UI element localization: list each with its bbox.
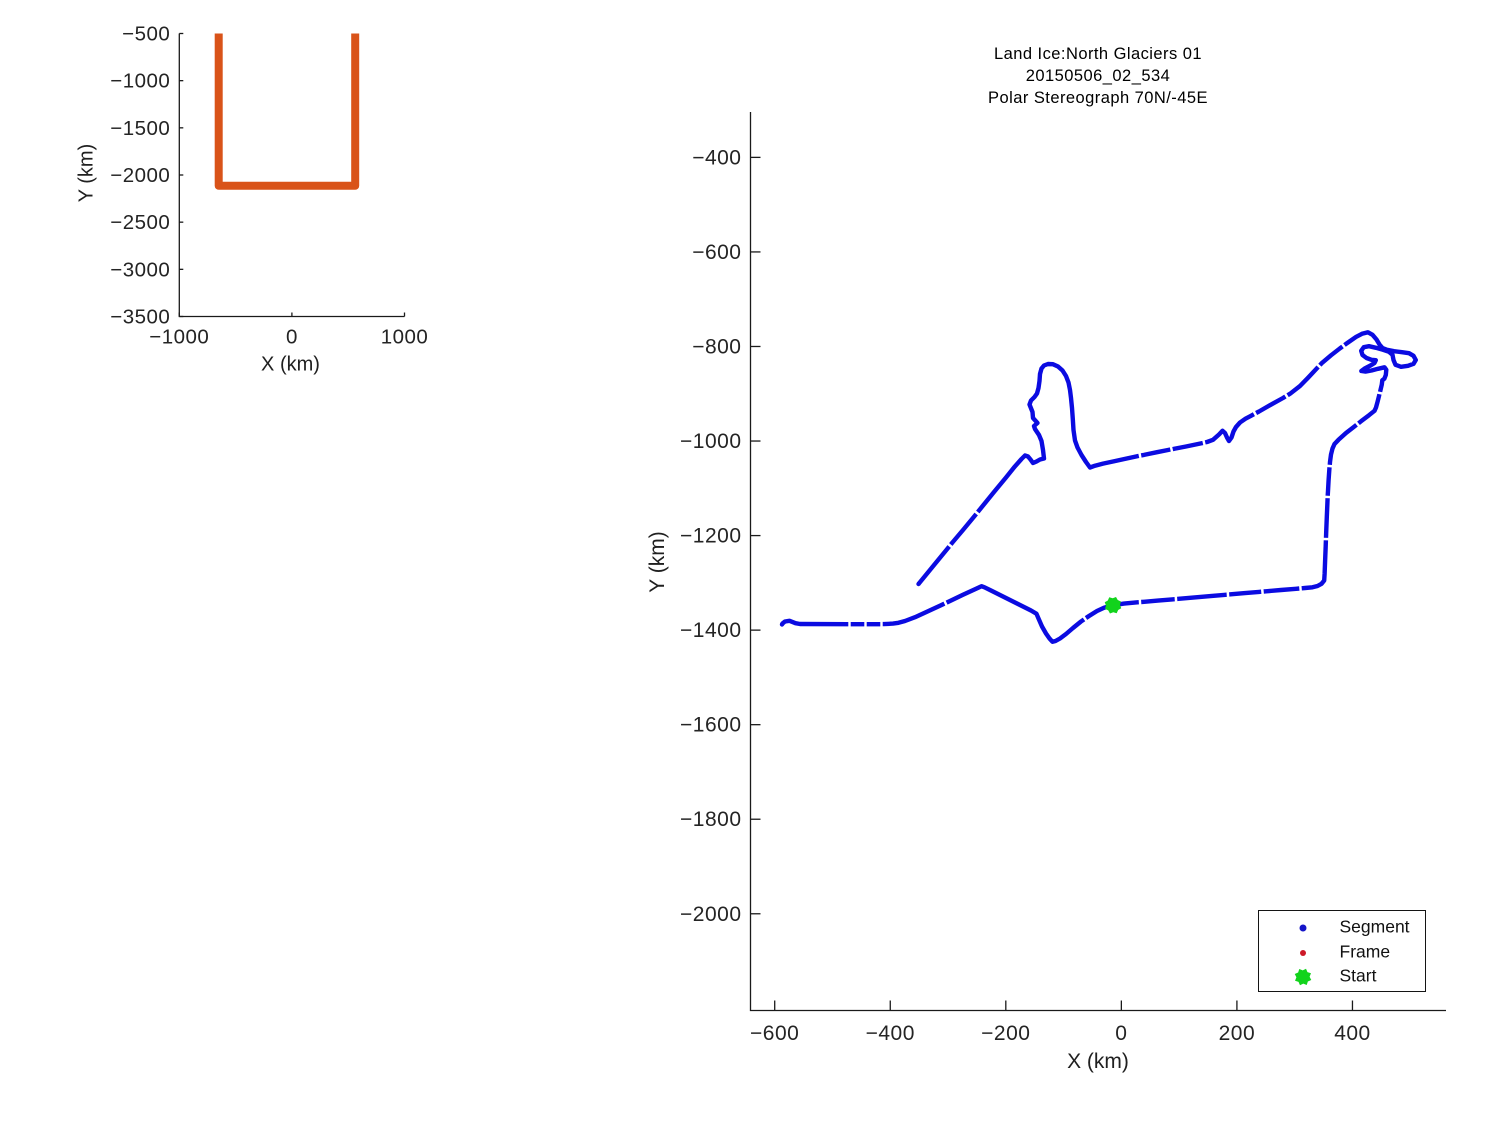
legend-label-segment: Segment <box>1339 916 1410 937</box>
overview-xlabel: X (km) <box>261 353 320 376</box>
overview-x-tick-label: 0 <box>286 326 298 349</box>
overview-y-tick-label: −2000 <box>110 164 170 187</box>
overview-y-tick-label: −3500 <box>110 306 170 329</box>
track-x-tick-label: 200 <box>1219 1022 1256 1045</box>
track-y-tick-label: −1200 <box>680 525 741 548</box>
track-segment-track <box>1204 412 1255 445</box>
track-segment-track <box>949 512 978 546</box>
overview-y-tick-label: −3000 <box>110 258 170 281</box>
overview-plot: −1000 0 1000 −500 −1000 −1500 −2000 −2500 −3000 −… <box>110 23 428 349</box>
track-segment-track <box>1325 467 1332 496</box>
overview-y-tick-label: −1000 <box>110 70 170 93</box>
track-track-endpoint <box>779 622 785 627</box>
legend-label-start: Start <box>1339 965 1377 986</box>
segment-dot-icon <box>1298 923 1308 933</box>
track-x-tick-label: −600 <box>750 1022 799 1045</box>
track-x-tick-label: −200 <box>981 1022 1030 1045</box>
overview-axes-spines <box>178 33 405 318</box>
track-x-tick-label: −400 <box>866 1022 915 1045</box>
track-axes-spines <box>749 112 1446 1012</box>
track-segment-track <box>1255 394 1287 415</box>
track-segment-track <box>1141 597 1175 605</box>
track-plot: −600 −400 −200 0 200 400−400−600−800−1000−120… <box>680 112 1446 1045</box>
title-mission: Land Ice:North Glaciers 01 <box>994 45 1202 63</box>
track-segment-track <box>1327 423 1358 465</box>
track-y-tick-label: −1800 <box>680 808 741 831</box>
track-segment-track <box>881 601 946 627</box>
overview-mission-boundary <box>214 33 360 190</box>
track-x-tick-label: 0 <box>1115 1022 1127 1045</box>
track-xlabel: X (km) <box>1067 1050 1129 1073</box>
legend-row-frame: Frame <box>1259 941 1425 965</box>
track-segment-track <box>1318 344 1344 367</box>
track-segment-track <box>976 361 1140 514</box>
track-y-tick-label: −1000 <box>680 430 741 453</box>
track-segment-track <box>945 584 1086 644</box>
track-segment-track <box>1286 365 1320 398</box>
track-y-tick-label: −1600 <box>680 714 741 737</box>
track-segment-track <box>1301 540 1329 591</box>
frame-dot-icon <box>1298 948 1308 958</box>
track-segment-track <box>916 545 951 586</box>
track-y-tick-label: −2000 <box>680 903 741 926</box>
track-segment-track <box>1177 592 1227 602</box>
track-ylabel: Y (km) <box>646 531 669 593</box>
track-track-endpoint <box>916 581 921 587</box>
track-segment-track <box>1357 393 1382 426</box>
legend[interactable]: Segment Frame Start <box>1257 909 1426 992</box>
track-y-tick-label: −1400 <box>680 619 741 642</box>
track-x-tick-label: 400 <box>1334 1022 1371 1045</box>
start-star-icon <box>1293 967 1313 987</box>
overview-x-tick-label: −1000 <box>149 326 209 349</box>
legend-label-frame: Frame <box>1339 941 1391 962</box>
overview-ylabel: Y (km) <box>75 143 98 203</box>
track-segment-track <box>1172 440 1204 452</box>
track-segment-track <box>1263 586 1300 594</box>
track-start-marker <box>1104 596 1122 614</box>
track-y-tick-label: −600 <box>692 241 741 264</box>
track-y-tick-label: −400 <box>692 146 741 169</box>
track-segment-track <box>1229 589 1262 597</box>
track-y-tick-label: −800 <box>692 335 741 358</box>
overview-y-tick-label: −500 <box>122 23 170 46</box>
track-segment-track <box>1140 447 1171 458</box>
overview-x-tick-label: 1000 <box>381 326 429 349</box>
track-segment-track <box>780 618 850 627</box>
track-segment-track <box>1343 330 1418 393</box>
title-projection: Polar Stereograph 70N/-45E <box>988 88 1208 107</box>
track-plot-title: Land Ice:North Glaciers 01 20150506_02_5… <box>750 44 1446 109</box>
title-flight-id: 20150506_02_534 <box>1025 66 1171 85</box>
legend-row-start: Start <box>1259 965 1425 989</box>
track-segment-track <box>1323 498 1330 538</box>
overview-y-tick-label: −2500 <box>110 211 170 234</box>
legend-row-segment: Segment <box>1259 916 1425 940</box>
overview-y-tick-label: −1500 <box>110 117 170 140</box>
